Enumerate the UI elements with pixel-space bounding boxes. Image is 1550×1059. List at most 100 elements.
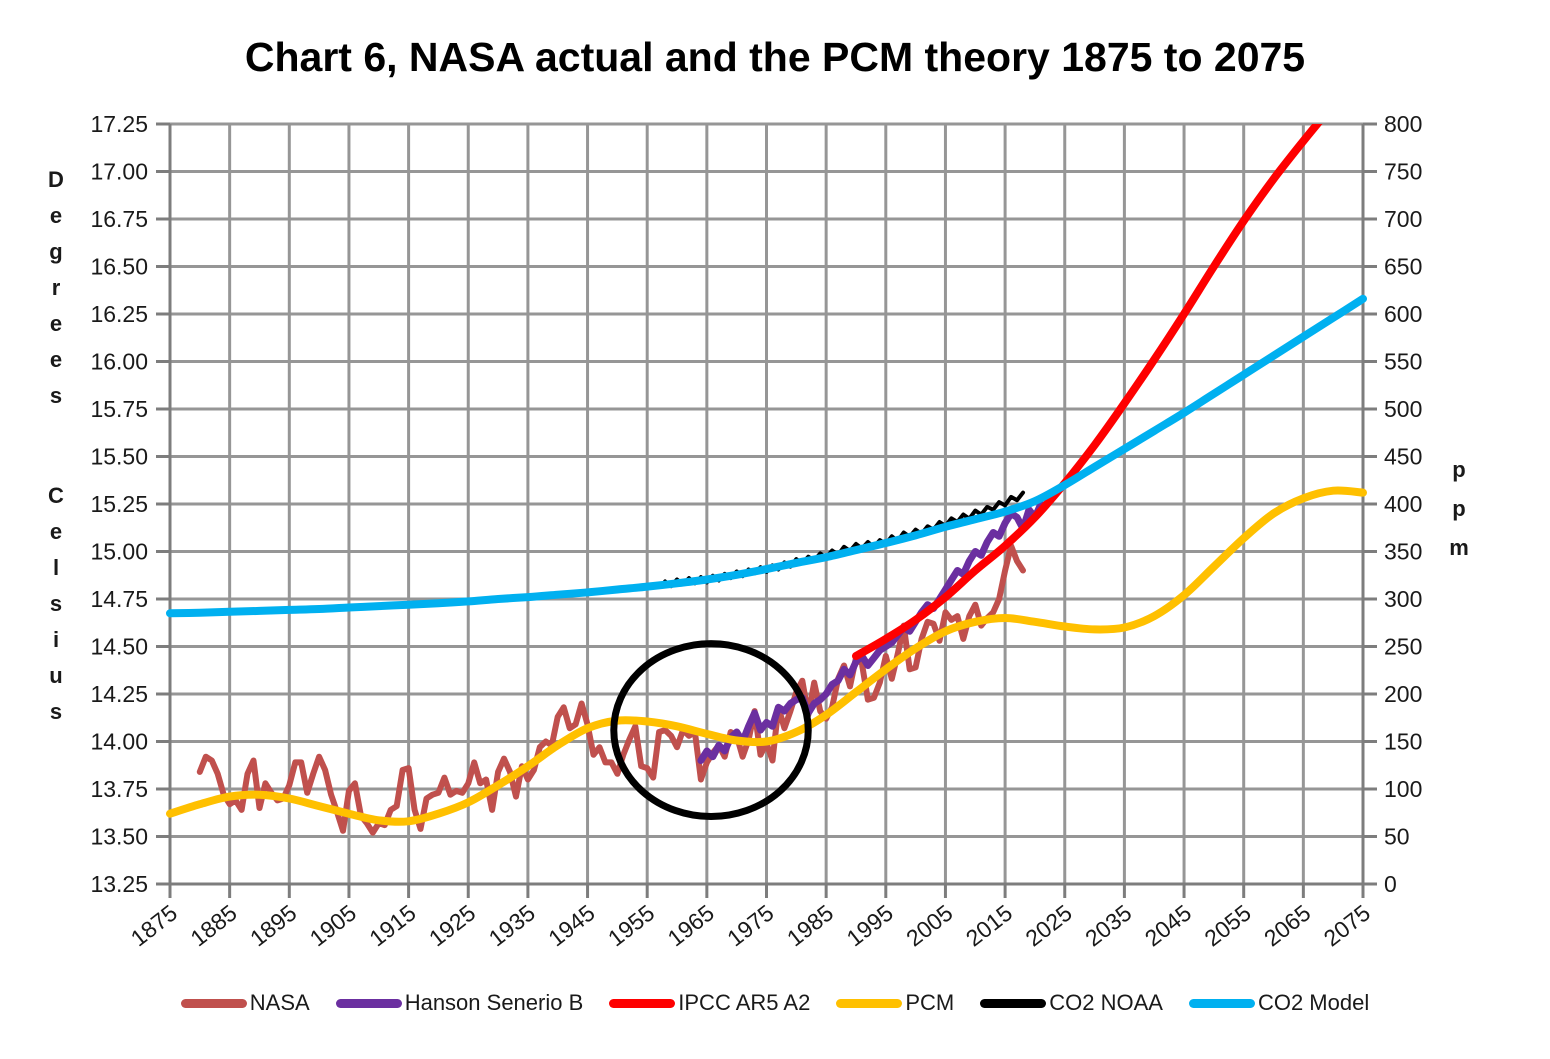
axis-letter: r xyxy=(51,275,61,300)
legend-item-nasa: NASA xyxy=(180,990,310,1016)
x-tick-label: 2065 xyxy=(1259,899,1315,951)
legend-label: PCM xyxy=(905,990,955,1015)
left-tick-label: 16.00 xyxy=(90,349,148,375)
right-tick-label: 0 xyxy=(1384,871,1397,897)
right-tick-label: 100 xyxy=(1384,776,1422,802)
axis-letter: l xyxy=(52,555,60,580)
x-tick-label: 2015 xyxy=(961,899,1017,951)
x-tick-label: 2075 xyxy=(1319,899,1375,951)
legend-item-hanson-senerio-b: Hanson Senerio B xyxy=(335,990,584,1016)
left-tick-label: 16.50 xyxy=(90,254,148,280)
right-tick-label: 50 xyxy=(1384,824,1410,850)
right-tick-label: 150 xyxy=(1384,729,1422,755)
x-tick-label: 1975 xyxy=(722,899,778,951)
right-tick-label: 550 xyxy=(1384,349,1422,375)
right-tick-label: 650 xyxy=(1384,254,1422,280)
axis-letter: p xyxy=(1452,457,1466,482)
axis-letter: s xyxy=(49,699,63,724)
x-tick-label: 2005 xyxy=(901,899,957,951)
legend: NASA Hanson Senerio B IPCC AR5 A2 PCM CO2 NO… xyxy=(0,990,1550,1016)
right-tick-label: 700 xyxy=(1384,206,1422,232)
right-tick-label: 450 xyxy=(1384,444,1422,470)
right-tick-label: 200 xyxy=(1384,681,1422,707)
x-tick-label: 2025 xyxy=(1020,899,1076,951)
left-tick-label: 17.25 xyxy=(90,111,148,137)
axis-letter: i xyxy=(52,627,60,652)
x-tick-label: 1925 xyxy=(424,899,480,951)
right-tick-label: 500 xyxy=(1384,396,1422,422)
legend-label: Hanson Senerio B xyxy=(404,990,584,1015)
legend-item-pcm: PCM xyxy=(836,990,954,1016)
legend-swatch-co2-noaa xyxy=(980,998,1047,1008)
legend-label: IPCC AR5 A2 xyxy=(678,990,811,1015)
left-tick-label: 17.00 xyxy=(90,159,148,185)
series-ipcc-ar5-a2 xyxy=(852,124,1323,660)
legend-item-co2-model: CO2 Model xyxy=(1188,990,1370,1016)
x-tick-label: 2045 xyxy=(1140,899,1196,951)
series-hanson-senerio-b xyxy=(697,500,1045,764)
axis-letter: s xyxy=(49,383,63,408)
series-co2-model xyxy=(166,294,1367,618)
legend-item-ipcc-ar5-a2: IPCC AR5 A2 xyxy=(609,990,810,1016)
left-tick-label: 15.25 xyxy=(90,491,148,517)
legend-label: NASA xyxy=(249,990,310,1015)
legend-swatch-co2-model xyxy=(1188,998,1255,1008)
y-axis-left-tick-labels: 17.25 17.00 16.75 16.50 16.25 16.00 15.75 15.50… xyxy=(90,111,148,897)
left-tick-label: 14.75 xyxy=(90,586,148,612)
right-tick-label: 400 xyxy=(1384,491,1422,517)
right-tick-label: 350 xyxy=(1384,539,1422,565)
gridlines xyxy=(168,122,1365,886)
axis-letter: e xyxy=(49,311,63,336)
left-tick-label: 14.50 xyxy=(90,634,148,660)
legend-label: CO2 Model xyxy=(1257,990,1370,1015)
left-tick-label: 14.25 xyxy=(90,681,148,707)
x-axis-tick-labels: 1875 1885 1895 1905 1915 1925 1935 1945 1955 1965… xyxy=(126,899,1375,951)
left-tick-label: 15.00 xyxy=(90,539,148,565)
legend-label: CO2 NOAA xyxy=(1049,990,1163,1015)
legend-item-co2-noaa: CO2 NOAA xyxy=(980,990,1163,1016)
x-tick-label: 1875 xyxy=(126,899,182,951)
axis-letter: p xyxy=(1452,496,1466,521)
x-tick-label: 1955 xyxy=(603,899,659,951)
left-tick-label: 13.25 xyxy=(90,871,148,897)
x-tick-label: 1965 xyxy=(663,899,719,951)
axis-letter: u xyxy=(49,663,63,688)
x-tick-label: 1915 xyxy=(364,899,420,951)
left-tick-label: 14.00 xyxy=(90,729,148,755)
x-tick-label: 2035 xyxy=(1080,899,1136,951)
left-tick-label: 16.75 xyxy=(90,206,148,232)
x-tick-label: 1945 xyxy=(543,899,599,951)
x-tick-label: 1985 xyxy=(782,899,838,951)
left-tick-label: 13.50 xyxy=(90,824,148,850)
annotation-circle xyxy=(610,640,812,821)
left-tick-label: 16.25 xyxy=(90,301,148,327)
axes xyxy=(156,122,1377,898)
x-tick-label: 2055 xyxy=(1199,899,1255,951)
legend-swatch-hanson-senerio-b xyxy=(335,998,402,1008)
right-tick-label: 300 xyxy=(1384,586,1422,612)
right-tick-label: 800 xyxy=(1384,111,1422,137)
axis-letter: C xyxy=(48,483,64,508)
legend-swatch-pcm xyxy=(836,998,903,1008)
x-tick-label: 1885 xyxy=(185,899,241,951)
legend-swatch-nasa xyxy=(180,998,247,1008)
axis-letter: e xyxy=(49,519,63,544)
left-tick-label: 15.75 xyxy=(90,396,148,422)
left-tick-label: 13.75 xyxy=(90,776,148,802)
x-tick-label: 1895 xyxy=(245,899,301,951)
x-tick-label: 1995 xyxy=(842,899,898,951)
x-tick-label: 1935 xyxy=(484,899,540,951)
axis-letter: D xyxy=(48,167,64,192)
right-tick-label: 250 xyxy=(1384,634,1422,660)
series-pcm xyxy=(166,486,1367,826)
axis-letter: e xyxy=(49,347,63,372)
axis-letter: s xyxy=(49,591,63,616)
chart-title: Chart 6, NASA actual and the PCM theory … xyxy=(244,34,1306,80)
y-axis-right-tick-labels: 8007507006506005505004504003503002502001… xyxy=(1384,111,1422,897)
